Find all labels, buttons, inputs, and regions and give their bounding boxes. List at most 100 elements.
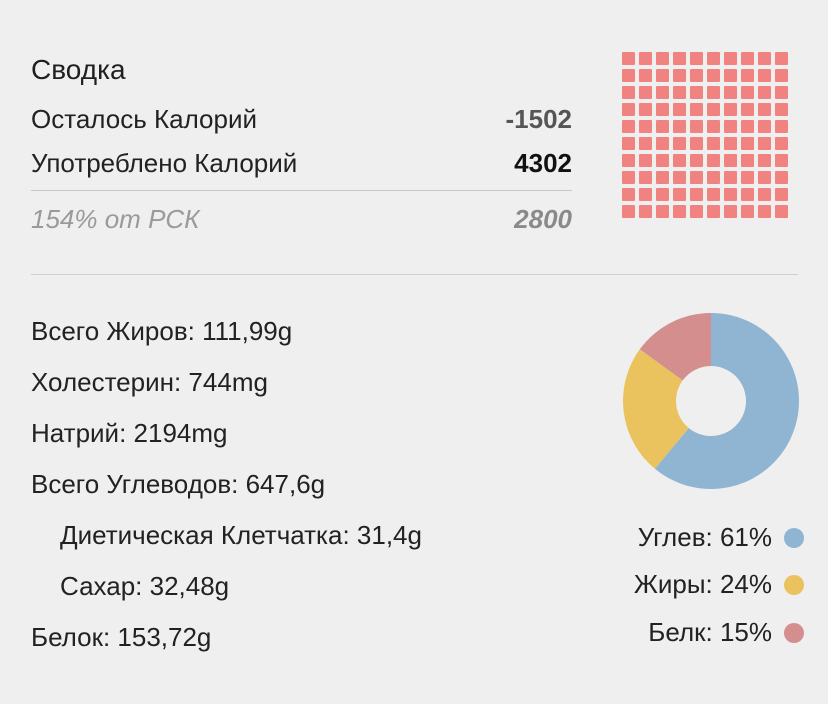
waffle-cell (673, 154, 686, 167)
waffle-cell (639, 86, 652, 99)
nutrient-total-carbs: Всего Углеводов: 647,6g (31, 469, 326, 499)
waffle-cell (673, 171, 686, 184)
waffle-cell (724, 69, 737, 82)
nutrient-sodium: Натрий: 2194mg (31, 418, 228, 448)
calories-remaining-label: Осталось Калорий (31, 104, 258, 134)
calories-consumed-value: 4302 (514, 148, 572, 178)
waffle-cell (690, 69, 703, 82)
waffle-cell (622, 137, 635, 150)
waffle-cell (673, 188, 686, 201)
waffle-cell (741, 188, 754, 201)
waffle-cell (724, 171, 737, 184)
legend-protein: Белк: 15% (648, 617, 804, 648)
waffle-cell (622, 171, 635, 184)
waffle-cell (673, 120, 686, 133)
waffle-cell (758, 103, 771, 116)
waffle-cell (775, 86, 788, 99)
legend-protein-dot (784, 622, 804, 643)
waffle-cell (758, 188, 771, 201)
waffle-cell (775, 120, 788, 133)
waffle-cell (622, 52, 635, 65)
waffle-cell (656, 137, 669, 150)
waffle-cell (656, 86, 669, 99)
waffle-cell (707, 103, 720, 116)
legend-protein-label: Белк: 15% (648, 617, 772, 647)
waffle-cell (690, 137, 703, 150)
waffle-cell (707, 171, 720, 184)
waffle-cell (775, 171, 788, 184)
waffle-cell (758, 137, 771, 150)
waffle-cell (707, 86, 720, 99)
waffle-cell (622, 69, 635, 82)
waffle-cell (741, 86, 754, 99)
waffle-cell (707, 188, 720, 201)
waffle-cell (690, 205, 703, 218)
waffle-cell (758, 86, 771, 99)
waffle-cell (690, 171, 703, 184)
waffle-cell (690, 120, 703, 133)
waffle-cell (724, 120, 737, 133)
waffle-cell (673, 86, 686, 99)
nutrient-sugar: Сахар: 32,48g (60, 571, 230, 601)
waffle-cell (673, 69, 686, 82)
waffle-cell (707, 154, 720, 167)
waffle-cell (690, 188, 703, 201)
calories-remaining-value: -1502 (505, 104, 573, 134)
waffle-cell (707, 120, 720, 133)
waffle-cell (690, 52, 703, 65)
waffle-cell (758, 52, 771, 65)
waffle-cell (639, 154, 652, 167)
waffle-cell (656, 52, 669, 65)
waffle-cell (741, 120, 754, 133)
waffle-cell (707, 137, 720, 150)
waffle-cell (656, 205, 669, 218)
summary-divider (31, 190, 572, 191)
waffle-cell (707, 205, 720, 218)
waffle-cell (741, 154, 754, 167)
waffle-cell (656, 154, 669, 167)
waffle-cell (639, 103, 652, 116)
legend-fats-dot (784, 574, 804, 595)
waffle-cell (690, 86, 703, 99)
waffle-cell (724, 86, 737, 99)
waffle-cell (775, 137, 788, 150)
macros-donut-chart (623, 313, 799, 489)
waffle-cell (724, 154, 737, 167)
donut-slice-carbs (654, 313, 799, 489)
waffle-cell (622, 86, 635, 99)
waffle-cell (639, 69, 652, 82)
calories-consumed-row: Употреблено Калорий 4302 (31, 148, 572, 179)
waffle-cell (741, 52, 754, 65)
waffle-cell (673, 137, 686, 150)
waffle-cell (656, 69, 669, 82)
calorie-waffle-grid (622, 52, 788, 218)
waffle-cell (758, 69, 771, 82)
waffle-cell (673, 103, 686, 116)
nutrient-total-fat: Всего Жиров: 111,99g (31, 316, 293, 346)
waffle-cell (656, 120, 669, 133)
waffle-cell (639, 52, 652, 65)
waffle-cell (724, 52, 737, 65)
waffle-cell (775, 69, 788, 82)
waffle-cell (656, 188, 669, 201)
waffle-cell (639, 188, 652, 201)
calories-consumed-label: Употреблено Калорий (31, 148, 298, 178)
waffle-cell (724, 205, 737, 218)
waffle-cell (724, 103, 737, 116)
waffle-cell (741, 137, 754, 150)
waffle-cell (707, 52, 720, 65)
waffle-cell (639, 120, 652, 133)
waffle-cell (639, 205, 652, 218)
legend-fats-label: Жиры: 24% (633, 569, 772, 599)
waffle-cell (656, 103, 669, 116)
waffle-cell (622, 205, 635, 218)
legend-fats: Жиры: 24% (634, 569, 804, 600)
donut-slice-fats (623, 349, 689, 469)
legend-carbs-dot (784, 527, 804, 548)
waffle-cell (724, 137, 737, 150)
waffle-cell (639, 137, 652, 150)
nutrient-cholesterol: Холестерин: 744mg (31, 367, 268, 397)
rsk-percent-label: 154% от РСК (31, 204, 200, 234)
calories-remaining-row: Осталось Калорий -1502 (31, 104, 572, 135)
waffle-cell (622, 188, 635, 201)
